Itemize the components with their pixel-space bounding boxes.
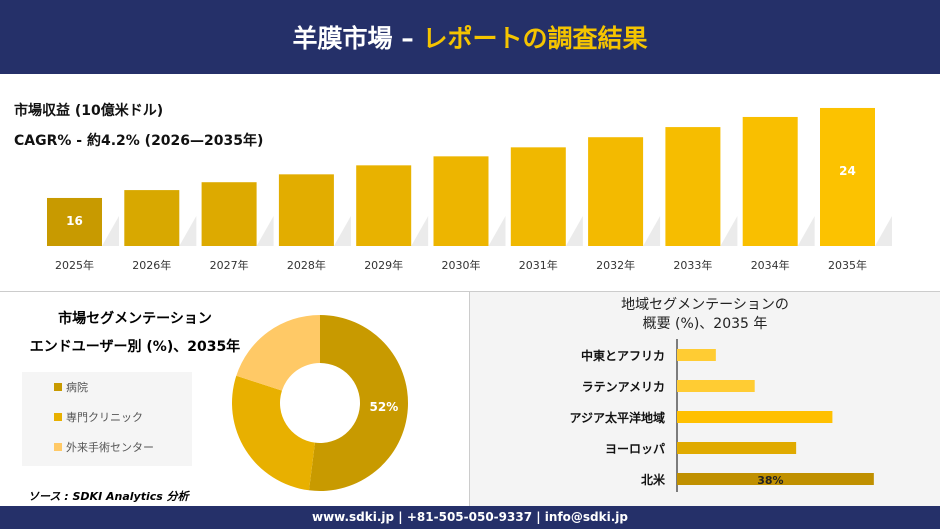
legend-label: 病院	[66, 381, 88, 394]
bar-shadow	[488, 216, 506, 246]
donut-data-label: 52%	[370, 400, 399, 414]
legend-swatch	[54, 383, 62, 391]
legend-label: 専門クリニック	[66, 411, 143, 424]
region-segment: 地域セグメンテーションの 概要 (%)、2035 年 中東とアフリカ ラテンアメリ…	[470, 292, 940, 506]
title-main: 羊膜市場 –	[292, 24, 414, 53]
bar-data-label: 24	[839, 164, 856, 178]
donut-slice	[308, 315, 408, 491]
legend-swatch	[54, 413, 62, 421]
donut-slice	[232, 375, 315, 491]
revenue-bar	[124, 190, 180, 246]
revenue-bar	[665, 127, 721, 246]
region-bar	[677, 349, 716, 361]
cagr-text: CAGR% - 約4.2% (2026—2035年)	[14, 133, 264, 149]
legend-label: 外来手術センター	[66, 441, 154, 454]
revenue-bar	[742, 116, 798, 247]
year-tick-label: 2032年	[596, 258, 635, 272]
revenue-bar	[820, 107, 875, 247]
bar-shadow	[102, 216, 119, 246]
bar-shadow	[875, 216, 892, 246]
region-data-label: 38%	[757, 474, 783, 487]
year-tick-label: 2034年	[751, 258, 790, 272]
end-user-segment: 市場セグメンテーション エンドユーザー別 (%)、2035年 病院専門クリニック…	[0, 292, 470, 506]
bar-shadow	[565, 216, 583, 246]
year-tick-label: 2035年	[828, 258, 867, 272]
region-title-2: 概要 (%)、2035 年	[642, 316, 768, 332]
donut-legend: 病院専門クリニック 外来手術センター	[22, 372, 192, 466]
region-bar	[677, 411, 833, 423]
bar-shadow	[256, 216, 274, 246]
region-bar	[677, 442, 797, 454]
legend-swatch	[54, 443, 62, 451]
revenue-bar-chart: 2025年 16 2026年 2027年 2028年 2029年 2030年 2031年 203…	[47, 107, 892, 272]
bar-shadow	[797, 216, 815, 246]
revenue-bar	[278, 174, 334, 246]
region-title: 地域セグメンテーションの 概要 (%)、2035 年	[470, 296, 940, 334]
segment-title-1: 市場セグメンテーション	[58, 311, 212, 327]
region-bar	[677, 473, 874, 485]
source-note: ソース : SDKI Analytics 分析	[28, 490, 189, 503]
footer-contact: www.sdki.jp | +81-505-050-9337 | info@sd…	[0, 506, 940, 529]
bar-shadow	[643, 216, 661, 246]
year-tick-label: 2031年	[519, 258, 558, 272]
year-tick-label: 2033年	[673, 258, 712, 272]
bar-shadow	[179, 216, 197, 246]
year-tick-label: 2030年	[442, 258, 481, 272]
legend-item: 病院	[22, 372, 192, 402]
region-bar	[677, 380, 755, 392]
donut-slice	[236, 315, 320, 391]
year-tick-label: 2028年	[287, 258, 326, 272]
bar-shadow	[720, 216, 738, 246]
end-user-donut-chart: 52%	[232, 315, 408, 491]
region-label: アジア太平洋地域	[569, 410, 665, 425]
region-label: ラテンアメリカ	[582, 380, 665, 394]
revenue-bar	[47, 197, 102, 246]
region-label: 北米	[641, 472, 666, 487]
region-label: 中東とアフリカ	[581, 348, 665, 363]
revenue-title: 市場収益 (10億米ドル)	[14, 103, 164, 119]
bar-shadow	[411, 216, 429, 246]
revenue-bar	[588, 137, 644, 246]
bar-shadow	[333, 216, 351, 246]
year-tick-label: 2025年	[55, 258, 94, 272]
year-tick-label: 2026年	[132, 258, 171, 272]
year-tick-label: 2029年	[364, 258, 403, 272]
year-tick-label: 2027年	[210, 258, 249, 272]
revenue-bar	[201, 182, 257, 246]
bar-data-label: 16	[66, 214, 83, 228]
revenue-bar	[433, 156, 489, 246]
legend-item: 外来手術センター	[22, 432, 192, 462]
region-label: ヨーロッパ	[605, 442, 665, 456]
title-accent: レポートの調査結果	[422, 24, 648, 53]
revenue-bar	[356, 165, 412, 246]
revenue-bar	[510, 147, 566, 246]
legend-item: 専門クリニック	[22, 402, 192, 432]
revenue-section: 市場収益 (10億米ドル) CAGR% - 約4.2% (2026—2035年)…	[0, 74, 940, 292]
segment-title-2: エンドユーザー別 (%)、2035年	[29, 339, 241, 355]
region-title-1: 地域セグメンテーションの	[621, 297, 789, 313]
report-header: 羊膜市場 – レポートの調査結果	[0, 0, 940, 74]
